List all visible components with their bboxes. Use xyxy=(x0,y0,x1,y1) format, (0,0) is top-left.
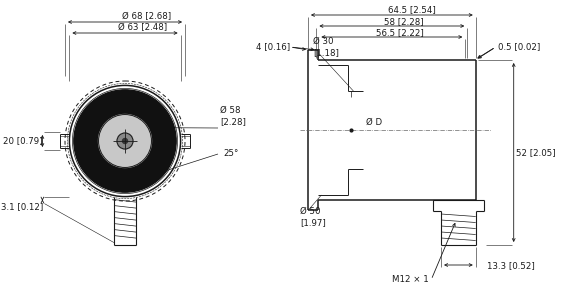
Text: Ø 30
[1.18]: Ø 30 [1.18] xyxy=(313,37,339,57)
Text: 52 [2.05]: 52 [2.05] xyxy=(516,148,556,157)
Text: Ø D: Ø D xyxy=(367,118,383,127)
Text: Ø 68 [2.68]: Ø 68 [2.68] xyxy=(122,12,171,21)
Text: 13.3 [0.52]: 13.3 [0.52] xyxy=(487,261,534,270)
Text: Ø 50
[1.97]: Ø 50 [1.97] xyxy=(300,207,326,227)
Circle shape xyxy=(117,133,133,149)
Text: 25°: 25° xyxy=(223,149,238,158)
Circle shape xyxy=(123,138,127,144)
Circle shape xyxy=(74,90,176,192)
Circle shape xyxy=(99,114,151,168)
Text: 3.1 [0.12]: 3.1 [0.12] xyxy=(1,202,43,211)
Text: Ø 58
[2.28]: Ø 58 [2.28] xyxy=(220,106,246,126)
Text: Ø 63 [2.48]: Ø 63 [2.48] xyxy=(118,23,167,32)
Text: 0.5 [0.02]: 0.5 [0.02] xyxy=(498,43,540,52)
Text: 20 [0.79]: 20 [0.79] xyxy=(3,136,42,146)
Text: 64.5 [2.54]: 64.5 [2.54] xyxy=(388,6,436,14)
Text: 4 [0.16]: 4 [0.16] xyxy=(256,43,290,52)
Text: M12 × 1: M12 × 1 xyxy=(392,276,429,282)
Text: 58 [2.28]: 58 [2.28] xyxy=(384,17,424,27)
Text: 56.5 [2.22]: 56.5 [2.22] xyxy=(376,28,424,38)
